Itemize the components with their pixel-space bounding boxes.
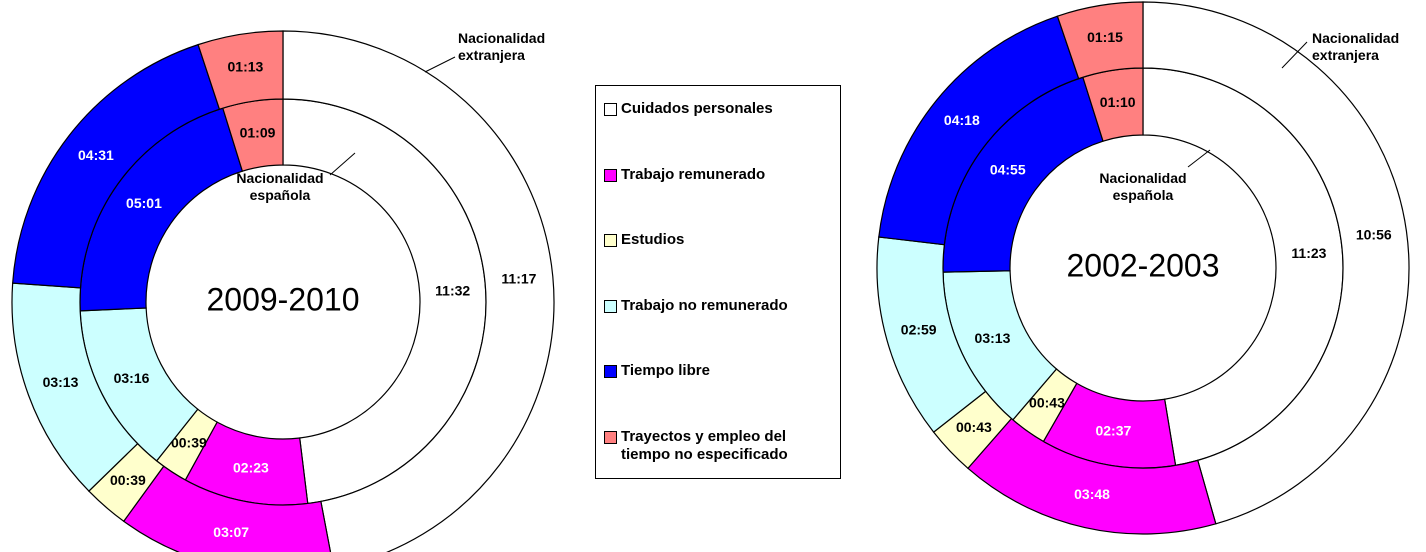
legend-label: Tiempo libre (621, 362, 710, 380)
donut-segment (1142, 1, 1410, 525)
legend-label: Cuidados personales (621, 100, 773, 117)
value-label: 04:55 (990, 162, 1026, 178)
leader-line (424, 56, 456, 73)
legend-label: Trabajo no remunerado (621, 296, 788, 314)
legend-label: Estudios (621, 231, 685, 249)
value-label: 00:43 (1029, 395, 1065, 411)
value-label: 02:59 (901, 322, 937, 338)
chart-title: 2009-2010 (206, 281, 359, 317)
value-label: 00:39 (171, 434, 207, 450)
value-label: 11:23 (1291, 245, 1326, 261)
legend-swatch (604, 430, 617, 444)
series-name: Nacionalidad española (236, 170, 324, 203)
legend-item: Trayectos y empleo del tiempo no especif… (604, 428, 832, 464)
value-label: 04:18 (944, 112, 980, 128)
legend-item: Cuidados personales (604, 100, 832, 118)
value-label: 03:48 (1074, 486, 1110, 502)
legend-label: Trayectos y empleo del tiempo no especif… (621, 427, 788, 463)
legend-item: Trabajo remunerado (604, 166, 832, 184)
value-label: 11:17 (501, 271, 536, 287)
value-label: 01:09 (240, 125, 276, 141)
leader-line (329, 152, 356, 176)
legend-item: Trabajo no remunerado (604, 297, 832, 315)
legend: Cuidados personales Trabajo remunerado Est… (595, 85, 841, 479)
legend-label: Trabajo remunerado (621, 165, 766, 183)
value-label: 01:13 (228, 59, 264, 75)
value-label: 05:01 (126, 195, 162, 211)
value-label: 02:23 (233, 460, 269, 476)
legend-item: Estudios (604, 231, 832, 249)
legend-swatch (604, 168, 617, 182)
value-label: 10:56 (1356, 227, 1392, 243)
series-name: Nacionalidad extranjera (1312, 30, 1400, 63)
legend-item: Tiempo libre (604, 362, 832, 380)
donut-segment (197, 30, 284, 110)
value-label: 00:39 (110, 472, 146, 488)
value-label: 00:43 (956, 419, 992, 435)
value-label: 01:10 (1100, 94, 1136, 110)
donut-segment (282, 30, 555, 552)
leader-line (1281, 41, 1308, 69)
value-label: 03:13 (975, 330, 1011, 346)
legend-swatch (604, 365, 617, 379)
value-label: 04:31 (78, 147, 114, 163)
chart-title: 2002-2003 (1066, 247, 1219, 283)
value-label: 11:32 (435, 282, 470, 298)
value-label: 03:07 (213, 524, 249, 540)
legend-swatch (604, 234, 617, 248)
series-name: Nacionalidad española (1099, 170, 1187, 203)
leader-line (1187, 149, 1211, 168)
donut-segment (1056, 1, 1144, 80)
value-label: 02:37 (1095, 423, 1131, 439)
value-label: 03:13 (43, 374, 79, 390)
legend-swatch (604, 103, 617, 116)
legend-swatch (604, 299, 617, 313)
value-label: 01:15 (1087, 29, 1123, 45)
value-label: 03:16 (114, 370, 150, 386)
series-name: Nacionalidad extranjera (458, 30, 546, 63)
